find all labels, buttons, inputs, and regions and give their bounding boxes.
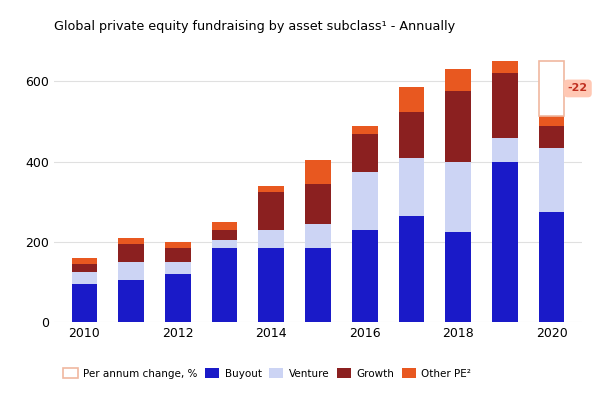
Bar xyxy=(539,116,565,126)
Bar xyxy=(445,161,471,232)
Bar xyxy=(352,126,377,133)
Bar xyxy=(259,192,284,230)
Bar xyxy=(165,242,191,248)
Bar xyxy=(118,244,144,262)
Bar xyxy=(259,186,284,192)
Bar xyxy=(71,284,97,322)
Bar xyxy=(539,147,565,212)
Text: Global private equity fundraising by asset subclass¹ - Annually: Global private equity fundraising by ass… xyxy=(54,20,455,33)
Bar xyxy=(539,126,565,147)
Bar xyxy=(398,216,424,322)
Bar xyxy=(165,262,191,274)
Bar xyxy=(398,158,424,216)
Bar xyxy=(445,69,471,91)
Bar xyxy=(212,222,238,230)
Bar xyxy=(118,262,144,280)
Bar xyxy=(539,62,565,116)
Bar xyxy=(445,232,471,322)
Bar xyxy=(259,248,284,322)
Bar xyxy=(305,160,331,184)
Bar xyxy=(352,230,377,322)
Bar xyxy=(71,258,97,264)
Text: -22: -22 xyxy=(568,83,588,93)
Bar xyxy=(305,248,331,322)
Bar xyxy=(492,62,518,74)
Bar xyxy=(71,272,97,284)
Bar xyxy=(305,184,331,224)
Bar xyxy=(212,230,238,240)
Bar xyxy=(71,264,97,272)
Bar xyxy=(165,274,191,322)
Bar xyxy=(539,212,565,322)
Bar xyxy=(445,91,471,161)
Legend: Per annum change, %, Buyout, Venture, Growth, Other PE²: Per annum change, %, Buyout, Venture, Gr… xyxy=(59,364,475,383)
Bar xyxy=(492,138,518,161)
Bar xyxy=(212,240,238,248)
Bar xyxy=(398,88,424,112)
Bar xyxy=(352,172,377,230)
Bar xyxy=(352,133,377,172)
Bar xyxy=(165,248,191,262)
Bar xyxy=(118,238,144,244)
Bar xyxy=(492,161,518,322)
Bar xyxy=(305,224,331,248)
Bar xyxy=(259,230,284,248)
Bar xyxy=(212,248,238,322)
Bar xyxy=(118,280,144,322)
Bar xyxy=(492,74,518,138)
Bar xyxy=(398,112,424,158)
